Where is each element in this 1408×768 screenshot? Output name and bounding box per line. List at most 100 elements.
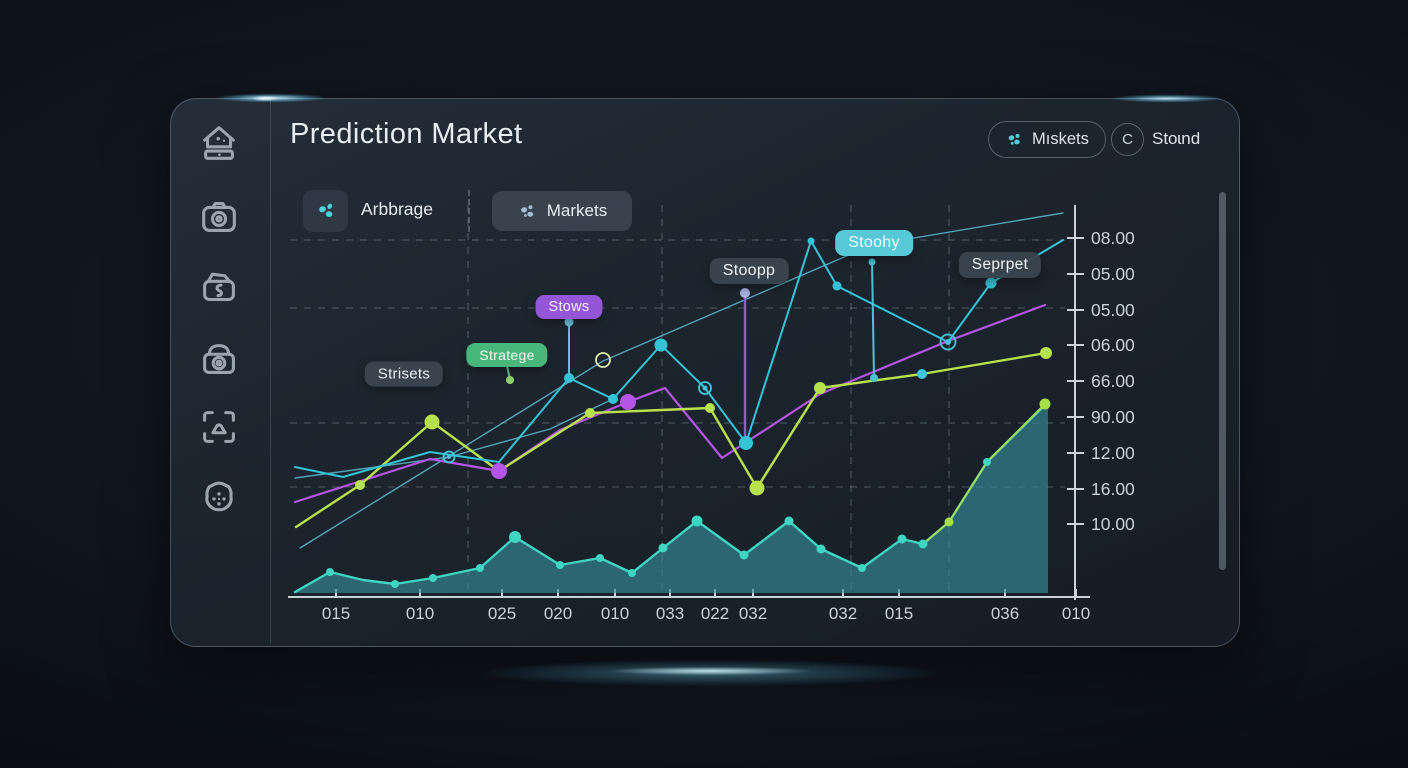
x-tick-label: 033 [656,604,684,623]
x-tick-label: 022 [701,604,729,623]
data-point-teal-zigzag[interactable] [832,281,842,291]
vertical-scrollbar[interactable] [1219,192,1226,570]
data-point-lime-strategy[interactable] [917,369,927,379]
badge-stows[interactable]: Stows [535,295,603,319]
data-point-volume-area[interactable] [391,580,399,588]
stoind-circle-button[interactable]: C [1111,123,1144,156]
globe-dots-icon[interactable] [196,474,242,520]
data-point-volume-area[interactable] [691,515,703,527]
data-point-volume-area[interactable] [739,550,749,560]
stows-stem-dot [564,317,574,327]
stoohy-stem [871,260,875,379]
x-tick-label: 010 [406,604,434,623]
data-point-purple-strategy[interactable] [491,463,507,479]
markets-button[interactable]: Markets [492,191,632,231]
x-tick-label: 010 [601,604,629,623]
ring-marker [698,381,712,395]
data-point-lime-strategy[interactable] [585,408,595,418]
series-line-lime-strategy [294,351,1048,529]
data-point-volume-area[interactable] [784,516,794,526]
series-line-area-flank-lime [922,403,1046,545]
scan-frame-icon[interactable] [196,404,242,450]
data-point-volume-area[interactable] [556,561,564,569]
ring-marker [595,352,611,368]
page-title: Prediction Market [290,118,523,150]
sidebar-divider [270,100,271,643]
badge-strisets[interactable]: Strisets [364,361,444,387]
badge-stratege[interactable]: Stratege [466,343,548,367]
data-point-area-flank-lime[interactable] [944,517,954,527]
ring-marker-dot [447,455,451,459]
data-point-teal-zigzag[interactable] [739,436,753,450]
x-tick-label: 032 [829,604,857,623]
data-point-lime-strategy[interactable] [749,480,765,496]
data-point-volume-area[interactable] [983,458,991,466]
data-point-volume-area[interactable] [628,569,636,577]
cluster-icon [318,203,332,217]
data-point-volume-area[interactable] [429,574,437,582]
data-point-teal-zigzag[interactable] [564,373,574,383]
data-point-teal-zigzag[interactable] [608,394,618,404]
x-tick-label: 015 [885,604,913,623]
miskets-button[interactable]: Mıskets [988,121,1106,158]
home-icon[interactable] [196,120,242,166]
data-point-lime-strategy[interactable] [355,480,365,490]
x-tick-label: 036 [991,604,1019,623]
y-tick-label: 08.00 [1091,228,1135,248]
arbbrage-label[interactable]: Arbbrage [361,199,433,219]
data-point-area-flank-lime[interactable] [1039,398,1051,410]
y-tick-label: 06.00 [1091,335,1135,355]
data-point-volume-area[interactable] [658,543,668,553]
badge-stoohy[interactable]: Stoohy [835,230,913,256]
data-point-teal-zigzag[interactable] [654,338,668,352]
data-point-teal-zigzag[interactable] [807,237,815,245]
data-point-lime-strategy[interactable] [424,414,440,430]
data-point-volume-area[interactable] [509,531,521,543]
cluster-icon [520,204,533,217]
data-point-volume-area[interactable] [897,534,907,544]
x-tick-label: 015 [322,604,350,623]
ring-marker [442,450,456,464]
badge-seprpet[interactable]: Seprpet [958,252,1042,278]
stoohy-stem-dot [870,374,878,382]
y-tick-label: 05.00 [1091,300,1135,320]
x-tick-label: 032 [739,604,767,623]
data-point-volume-area[interactable] [858,564,866,572]
stoind-label[interactable]: Stoɩnd [1152,129,1201,148]
data-point-purple-strategy[interactable] [620,394,636,410]
data-point-teal-zigzag[interactable] [985,277,997,289]
badge-stoopp[interactable]: Stoopp [709,258,789,284]
photo-camera-icon[interactable] [196,265,242,311]
camera-bag-icon[interactable] [196,337,242,383]
ring-marker-dot [702,385,708,391]
cluster-icon [1008,133,1020,145]
data-point-volume-area[interactable] [918,539,928,549]
data-point-volume-area[interactable] [326,568,334,576]
y-tick-label: 12.00 [1091,443,1135,463]
series-line-teal-zigzag [294,239,1064,478]
area-fill-volume-area [295,402,1048,593]
data-point-lime-strategy[interactable] [814,382,826,394]
x-tick-label: 025 [488,604,516,623]
series-line-thin-rise [294,398,614,479]
y-tick-label: 66.00 [1091,371,1135,391]
ring-marker-dot [945,339,951,345]
data-point-volume-area[interactable] [816,544,826,554]
miskets-label: Mıskets [1032,130,1089,148]
camera-icon[interactable] [196,194,242,240]
data-point-lime-strategy[interactable] [1040,347,1052,359]
data-point-volume-area[interactable] [476,564,484,572]
markets-label: Markets [546,201,608,220]
stratege-stem-dot [506,376,514,384]
arbbrage-icon-tile[interactable] [303,190,348,232]
x-tick-label: 020 [544,604,572,623]
x-tick-label: 010 [1062,604,1090,623]
y-tick-label: 10.00 [1091,514,1135,534]
series-line-purple-strategy [293,303,1047,504]
data-point-lime-strategy[interactable] [705,403,715,413]
data-point-volume-area[interactable] [596,554,604,562]
y-tick-label: 16.00 [1091,479,1135,499]
